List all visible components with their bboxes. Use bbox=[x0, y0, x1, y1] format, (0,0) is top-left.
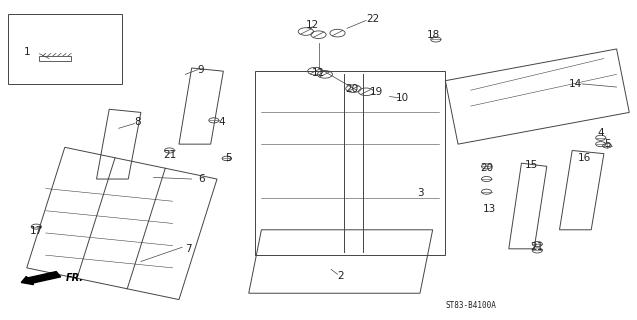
Text: 18: 18 bbox=[427, 30, 441, 40]
Text: ST83-B4100A: ST83-B4100A bbox=[445, 301, 496, 310]
Text: 5: 5 bbox=[604, 139, 610, 149]
Text: 1: 1 bbox=[24, 47, 30, 57]
Text: 8: 8 bbox=[134, 117, 141, 127]
Text: 11: 11 bbox=[312, 68, 325, 78]
Text: 15: 15 bbox=[524, 160, 538, 170]
Text: 3: 3 bbox=[417, 188, 424, 198]
Text: 4: 4 bbox=[598, 128, 604, 138]
FancyArrow shape bbox=[21, 272, 61, 284]
Text: 12: 12 bbox=[306, 20, 318, 30]
Text: 21: 21 bbox=[163, 150, 176, 160]
Text: 9: 9 bbox=[198, 65, 204, 75]
Bar bbox=[39, 56, 71, 61]
Bar bbox=[8, 14, 122, 84]
Text: 14: 14 bbox=[569, 79, 582, 89]
Text: 20: 20 bbox=[480, 163, 493, 173]
Text: 13: 13 bbox=[483, 204, 496, 214]
Text: 7: 7 bbox=[185, 244, 192, 254]
Text: 16: 16 bbox=[578, 153, 592, 164]
Text: 6: 6 bbox=[198, 174, 204, 184]
Text: FR.: FR. bbox=[66, 273, 84, 283]
Text: 19: 19 bbox=[370, 87, 383, 97]
Text: 5: 5 bbox=[225, 153, 232, 164]
Text: 17: 17 bbox=[30, 226, 43, 236]
Text: 2: 2 bbox=[338, 271, 344, 281]
Text: 21: 21 bbox=[531, 242, 544, 252]
Text: 4: 4 bbox=[218, 117, 225, 127]
Text: 22: 22 bbox=[366, 14, 379, 24]
Text: 20: 20 bbox=[345, 84, 359, 94]
Text: 10: 10 bbox=[396, 93, 409, 103]
